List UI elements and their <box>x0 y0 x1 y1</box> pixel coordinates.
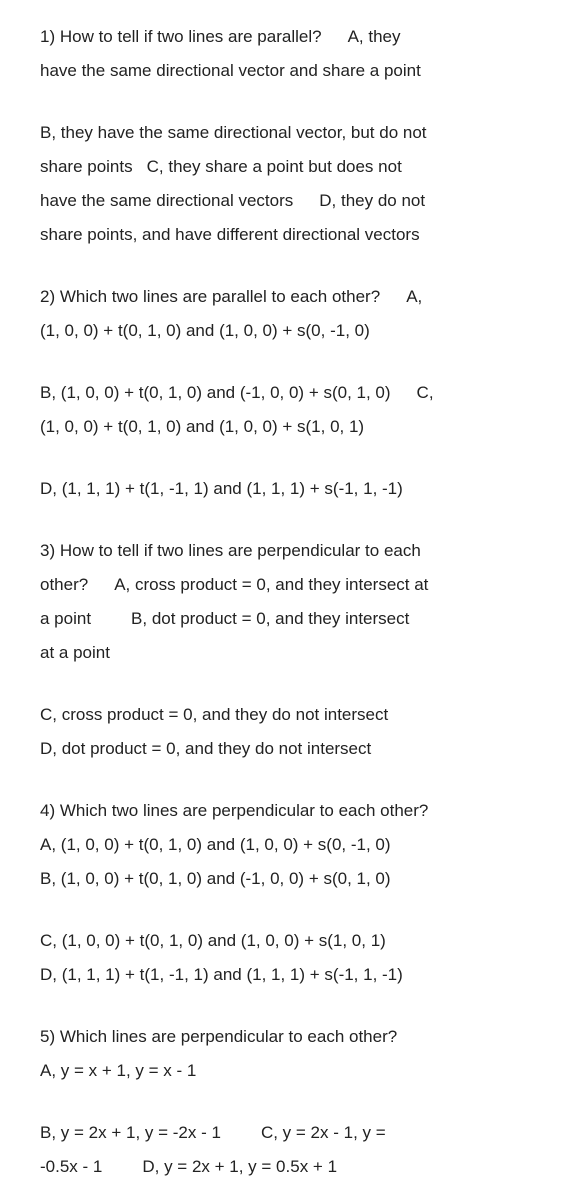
text-line: a point <box>40 609 91 628</box>
question-5-block: 5) Which lines are perpendicular to each… <box>40 1020 526 1088</box>
question-4-block: 4) Which two lines are perpendicular to … <box>40 794 526 896</box>
text-line: C, <box>417 383 434 402</box>
text-line: D, y = 2x + 1, y = 0.5x + 1 <box>142 1157 337 1176</box>
text-line: A, y = x + 1, y = x - 1 <box>40 1061 196 1080</box>
text-line: A, they <box>348 27 401 46</box>
text-line: C, y = 2x - 1, y = <box>261 1123 386 1142</box>
text-line: C, they share a point but does not <box>147 157 402 176</box>
question-2-option-d-block: D, (1, 1, 1) + t(1, -1, 1) and (1, 1, 1)… <box>40 472 526 506</box>
text-line: A, <box>406 287 422 306</box>
question-3-options-block: C, cross product = 0, and they do not in… <box>40 698 526 766</box>
text-line: D, dot product = 0, and they do not inte… <box>40 739 371 758</box>
text-line: C, cross product = 0, and they do not in… <box>40 705 388 724</box>
question-3-block: 3) How to tell if two lines are perpendi… <box>40 534 526 670</box>
text-line: 2) Which two lines are parallel to each … <box>40 287 380 306</box>
text-line: D, they do not <box>319 191 425 210</box>
text-line: B, they have the same directional vector… <box>40 123 427 142</box>
text-line: B, y = 2x + 1, y = -2x - 1 <box>40 1123 221 1142</box>
text-line: other? <box>40 575 88 594</box>
text-line: have the same directional vector and sha… <box>40 61 421 80</box>
question-1-block: 1) How to tell if two lines are parallel… <box>40 20 526 88</box>
text-line: B, dot product = 0, and they intersect <box>131 609 409 628</box>
text-line: (1, 0, 0) + t(0, 1, 0) and (1, 0, 0) + s… <box>40 321 370 340</box>
text-line: 1) How to tell if two lines are parallel… <box>40 27 322 46</box>
question-2-block: 2) Which two lines are parallel to each … <box>40 280 526 348</box>
text-line: share points, and have different directi… <box>40 225 420 244</box>
text-line: 4) Which two lines are perpendicular to … <box>40 801 428 820</box>
text-line: A, cross product = 0, and they intersect… <box>114 575 428 594</box>
question-5-options-block: B, y = 2x + 1, y = -2x - 1 C, y = 2x - 1,… <box>40 1116 526 1184</box>
text-line: C, (1, 0, 0) + t(0, 1, 0) and (1, 0, 0) … <box>40 931 386 950</box>
text-line: have the same directional vectors <box>40 191 293 210</box>
text-line: 3) How to tell if two lines are perpendi… <box>40 541 421 560</box>
text-line: -0.5x - 1 <box>40 1157 102 1176</box>
text-line: B, (1, 0, 0) + t(0, 1, 0) and (-1, 0, 0)… <box>40 869 391 888</box>
question-4-options-block: C, (1, 0, 0) + t(0, 1, 0) and (1, 0, 0) … <box>40 924 526 992</box>
text-line: at a point <box>40 643 110 662</box>
text-line: D, (1, 1, 1) + t(1, -1, 1) and (1, 1, 1)… <box>40 479 403 498</box>
text-line: share points <box>40 157 133 176</box>
text-line: D, (1, 1, 1) + t(1, -1, 1) and (1, 1, 1)… <box>40 965 403 984</box>
text-line: A, (1, 0, 0) + t(0, 1, 0) and (1, 0, 0) … <box>40 835 391 854</box>
question-2-option-b-block: B, (1, 0, 0) + t(0, 1, 0) and (-1, 0, 0)… <box>40 376 526 444</box>
question-1-options-block: B, they have the same directional vector… <box>40 116 526 252</box>
text-line: 5) Which lines are perpendicular to each… <box>40 1027 397 1046</box>
text-line: (1, 0, 0) + t(0, 1, 0) and (1, 0, 0) + s… <box>40 417 364 436</box>
text-line: B, (1, 0, 0) + t(0, 1, 0) and (-1, 0, 0)… <box>40 383 391 402</box>
